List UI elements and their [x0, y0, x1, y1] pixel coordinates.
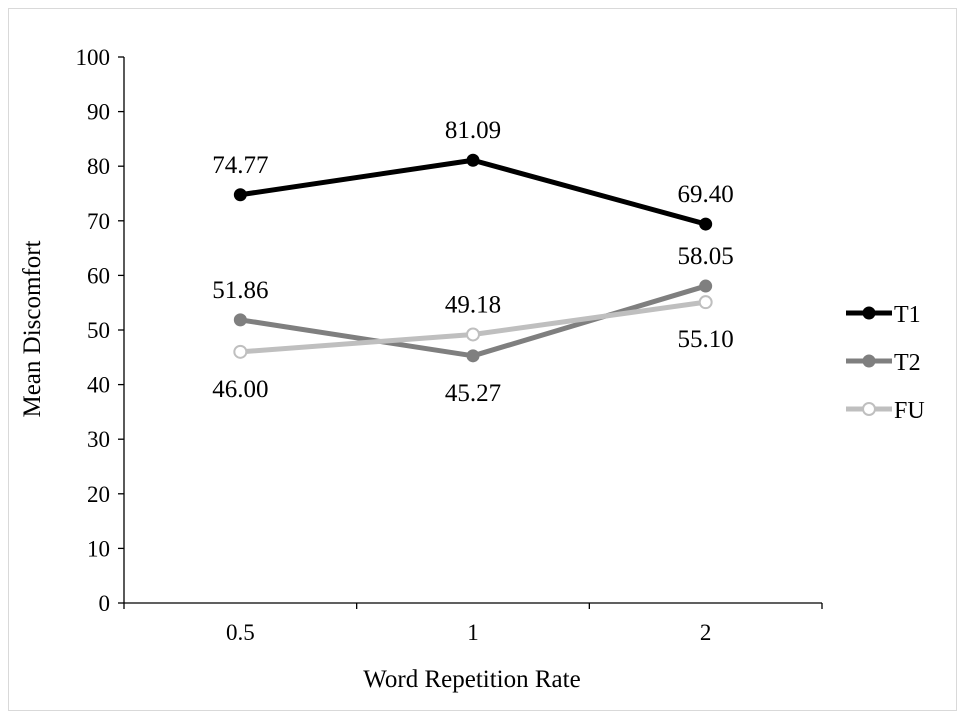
y-tick-label: 100 — [76, 45, 111, 70]
y-tick-label: 60 — [87, 263, 110, 288]
y-tick-label: 90 — [87, 100, 110, 125]
series-fu — [233, 295, 713, 359]
data-point-t1 — [699, 217, 713, 231]
y-tick-label: 50 — [87, 318, 110, 343]
data-labels-layer: 74.77 81.09 69.40 51.86 45.27 58.05 46.00 49.18… — [212, 117, 734, 407]
chart-frame: 0 10 20 30 40 50 60 70 80 90 100 0.5 1 2 74.77 81.09 69… — [8, 8, 957, 711]
y-tick-label: 80 — [87, 154, 110, 179]
x-tick-label: 1 — [467, 620, 479, 645]
y-tick-label: 30 — [87, 427, 110, 452]
data-label-t2: 51.86 — [212, 277, 268, 304]
data-label-fu: 55.10 — [678, 326, 734, 353]
data-point-t1 — [233, 188, 247, 202]
data-label-t1: 74.77 — [212, 152, 268, 179]
data-label-t1: 81.09 — [445, 117, 501, 144]
data-label-fu: 49.18 — [445, 291, 501, 318]
data-point-fu — [466, 327, 480, 342]
data-point-t2 — [466, 349, 480, 363]
data-label-t2: 45.27 — [445, 380, 501, 407]
y-tick-label: 70 — [87, 209, 110, 234]
data-point-fu — [233, 344, 248, 359]
series-line-t1 — [237, 157, 709, 227]
legend-label-fu: FU — [894, 398, 925, 424]
legend-label-t2: T2 — [894, 350, 921, 376]
legend-marker-t1 — [862, 306, 876, 320]
data-label-fu: 46.00 — [212, 376, 268, 403]
legend: T1 T2 FU — [846, 302, 925, 424]
x-tick-label: 2 — [700, 620, 712, 645]
y-tick-label: 40 — [87, 373, 110, 398]
legend-item-fu: FU — [846, 398, 925, 424]
x-tick-label: 0.5 — [226, 620, 255, 645]
series-layer — [233, 153, 713, 363]
chart-axes: 0 10 20 30 40 50 60 70 80 90 100 0.5 1 2 — [76, 45, 823, 645]
y-tick-label: 10 — [87, 536, 110, 561]
series-t1 — [233, 153, 713, 231]
data-point-fu — [698, 295, 713, 310]
legend-item-t2: T2 — [846, 350, 921, 376]
y-tick-label: 20 — [87, 482, 110, 507]
line-chart: 0 10 20 30 40 50 60 70 80 90 100 0.5 1 2 74.77 81.09 69… — [19, 45, 925, 693]
data-label-t2: 58.05 — [678, 243, 734, 270]
data-point-t2 — [233, 313, 247, 327]
y-tick-label: 0 — [99, 591, 111, 616]
legend-item-t1: T1 — [846, 302, 921, 328]
x-axis-title: Word Repetition Rate — [363, 666, 580, 693]
legend-marker-t2 — [862, 354, 876, 368]
legend-label-t1: T1 — [894, 302, 921, 328]
series-t2 — [233, 279, 713, 363]
data-label-t1: 69.40 — [678, 181, 734, 208]
legend-marker-fu — [862, 402, 876, 416]
data-point-t2 — [699, 279, 713, 293]
y-axis-title: Mean Discomfort — [19, 240, 46, 417]
data-point-t1 — [466, 153, 480, 167]
